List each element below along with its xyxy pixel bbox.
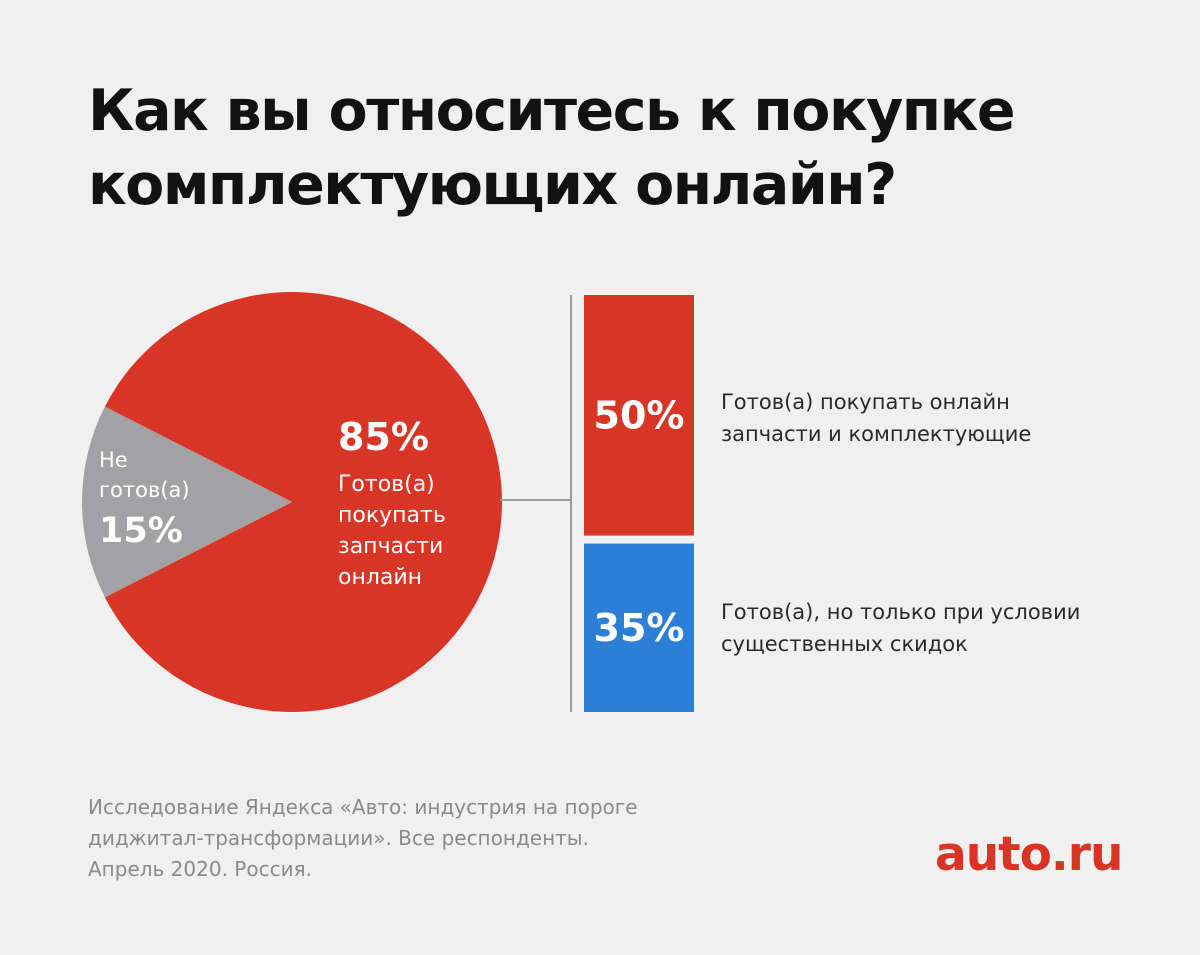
title-line: Как вы относитесь к покупке: [88, 78, 1016, 144]
slice-label-ready-value: 85%: [338, 415, 429, 459]
slice-caption-ready-line: онлайн: [338, 565, 422, 590]
breakdown-description-ready-line: запчасти и комплектующие: [721, 422, 1031, 446]
source-line: Апрель 2020. Россия.: [88, 857, 312, 881]
breakdown-bar-discount: [584, 543, 694, 712]
source-note: Исследование Яндекса «Авто: индустрия на…: [88, 792, 768, 885]
breakdown-description-discount-line: Готов(а), но только при условии: [721, 600, 1080, 624]
slice-caption-ready-line: запчасти: [338, 534, 443, 559]
slice-caption-not-ready-line: готов(а): [99, 478, 190, 502]
source-line: Исследование Яндекса «Авто: индустрия на…: [88, 795, 638, 819]
page-title: Как вы относитесь к покупке комплектующи…: [88, 74, 1138, 222]
pie-slice-ready: [104, 291, 503, 712]
source-line: диджитал-трансформации». Все респонденты…: [88, 826, 589, 850]
breakdown-label-ready-value: 50%: [594, 393, 685, 437]
breakdown-bar-ready: [584, 295, 694, 536]
breakdown-label-discount-value: 35%: [594, 606, 685, 650]
slice-label-not-ready-value: 15%: [99, 511, 183, 551]
auto-ru-logo[interactable]: auto.ru: [935, 827, 1123, 882]
breakdown-description-discount-line: существенных скидок: [721, 632, 968, 656]
slice-caption-not-ready-line: Не: [99, 448, 128, 472]
pie-slice-not-ready: [81, 406, 293, 598]
title-line: комплектующих онлайн?: [88, 152, 897, 218]
slice-caption-ready-line: Готов(а): [338, 472, 435, 497]
breakdown-description-ready-line: Готов(а) покупать онлайн: [721, 390, 1010, 414]
slice-caption-ready-line: покупать: [338, 503, 446, 528]
